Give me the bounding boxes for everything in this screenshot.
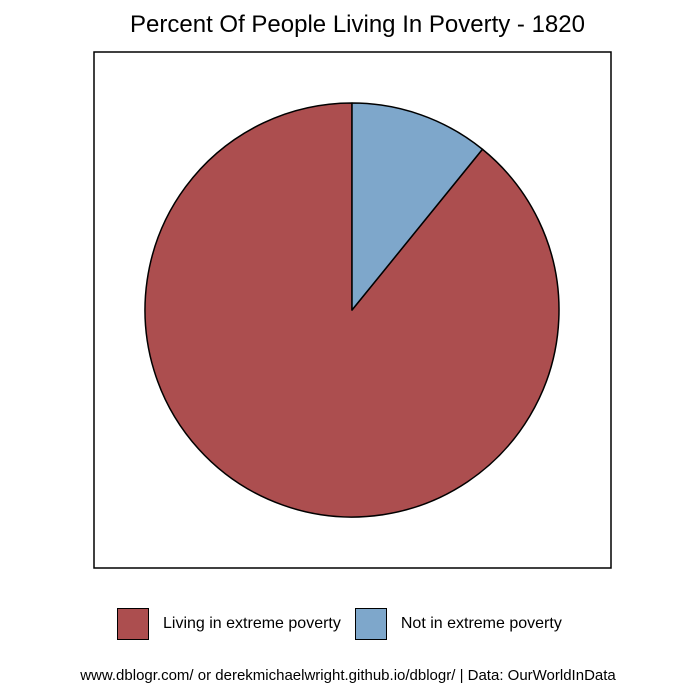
legend-item-living: Living in extreme poverty	[117, 608, 341, 640]
legend-item-not: Not in extreme poverty	[354, 608, 562, 640]
legend-swatch-living	[117, 608, 149, 640]
chart-title: Percent Of People Living In Poverty - 18…	[130, 11, 585, 38]
legend-label-not: Not in extreme poverty	[400, 615, 562, 632]
legend-label-living: Living in extreme poverty	[163, 615, 341, 632]
legend: Living in extreme poverty Not in extreme…	[117, 608, 576, 640]
chart-caption: www.dblogr.com/ or derekmichaelwright.gi…	[80, 667, 616, 684]
pie-slices	[144, 102, 560, 518]
legend-swatch-not	[354, 608, 387, 640]
pie-slice-not-in-extreme-poverty	[351, 102, 484, 311]
